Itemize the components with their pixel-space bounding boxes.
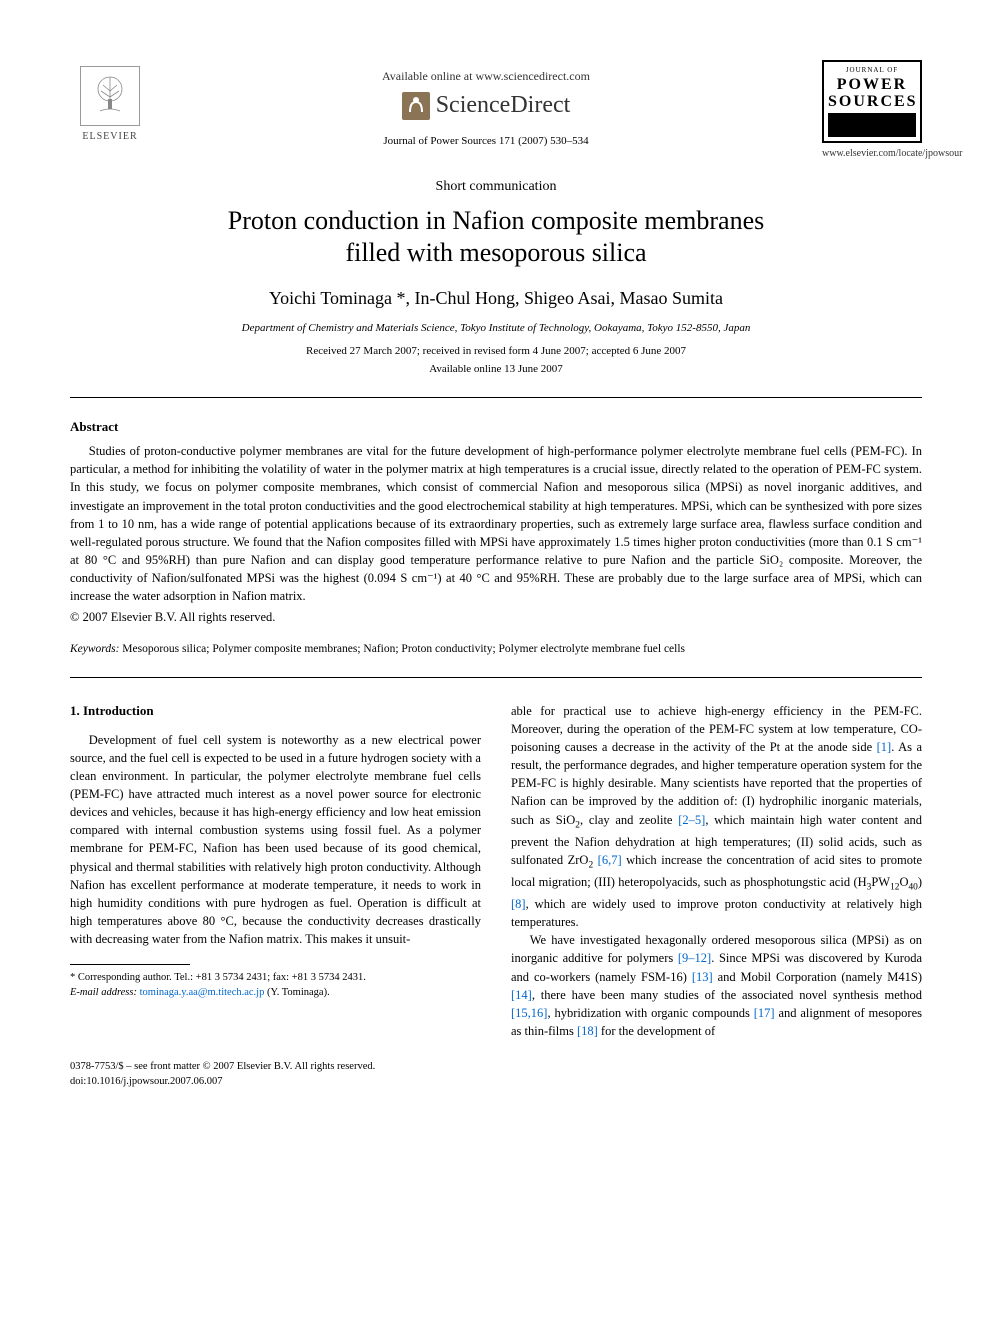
intro-para-left: Development of fuel cell system is notew… xyxy=(70,731,481,949)
affiliation: Department of Chemistry and Materials Sc… xyxy=(70,321,922,336)
journal-logo-black-bar xyxy=(828,113,916,137)
email-address[interactable]: tominaga.y.aa@m.titech.ac.jp xyxy=(140,987,265,998)
dates-received: Received 27 March 2007; received in revi… xyxy=(70,344,922,359)
keywords-text: Mesoporous silica; Polymer composite mem… xyxy=(122,643,685,655)
doi: doi:10.1016/j.jpowsour.2007.06.007 xyxy=(70,1075,922,1090)
footnote-separator xyxy=(70,964,190,965)
left-column: 1. Introduction Development of fuel cell… xyxy=(70,702,481,1040)
email-name: (Y. Tominaga). xyxy=(267,987,330,998)
email-label: E-mail address: xyxy=(70,987,137,998)
journal-logo-box: JOURNAL OF POWER SOURCES xyxy=(822,60,922,143)
sciencedirect-text: ScienceDirect xyxy=(436,89,571,123)
elsevier-tree-icon xyxy=(80,66,140,126)
bottom-matter: 0378-7753/$ – see front matter © 2007 El… xyxy=(70,1060,922,1089)
publisher-name: ELSEVIER xyxy=(82,130,137,144)
corresponding-author: * Corresponding author. Tel.: +81 3 5734… xyxy=(70,971,481,986)
divider-bottom xyxy=(70,677,922,678)
copyright: © 2007 Elsevier B.V. All rights reserved… xyxy=(70,609,922,627)
title-line1: Proton conduction in Nafion composite me… xyxy=(228,206,765,235)
sciencedirect-brand: ScienceDirect xyxy=(150,89,822,123)
divider-top xyxy=(70,397,922,398)
title-line2: filled with mesoporous silica xyxy=(345,238,646,267)
journal-logo-top: JOURNAL OF xyxy=(828,66,916,76)
available-online-text: Available online at www.sciencedirect.co… xyxy=(150,68,822,85)
section-1-heading: 1. Introduction xyxy=(70,702,481,721)
dates-available: Available online 13 June 2007 xyxy=(70,362,922,377)
keywords-label: Keywords: xyxy=(70,643,119,655)
header-row: ELSEVIER Available online at www.science… xyxy=(70,60,922,161)
journal-url: www.elsevier.com/locate/jpowsour xyxy=(822,147,922,161)
article-title: Proton conduction in Nafion composite me… xyxy=(70,205,922,270)
body-columns: 1. Introduction Development of fuel cell… xyxy=(70,702,922,1040)
right-column: able for practical use to achieve high-e… xyxy=(511,702,922,1040)
abstract-heading: Abstract xyxy=(70,418,922,436)
sciencedirect-icon xyxy=(402,92,430,120)
center-header: Available online at www.sciencedirect.co… xyxy=(150,60,822,150)
footnote: * Corresponding author. Tel.: +81 3 5734… xyxy=(70,971,481,1000)
journal-reference: Journal of Power Sources 171 (2007) 530–… xyxy=(150,134,822,149)
intro-para-right-1: able for practical use to achieve high-e… xyxy=(511,702,922,931)
front-matter: 0378-7753/$ – see front matter © 2007 El… xyxy=(70,1060,922,1075)
intro-para-right-2: We have investigated hexagonally ordered… xyxy=(511,931,922,1040)
journal-logo: JOURNAL OF POWER SOURCES www.elsevier.co… xyxy=(822,60,922,161)
authors: Yoichi Tominaga *, In-Chul Hong, Shigeo … xyxy=(70,286,922,311)
elsevier-logo: ELSEVIER xyxy=(70,60,150,150)
article-type: Short communication xyxy=(70,177,922,197)
abstract-text: Studies of proton-conductive polymer mem… xyxy=(70,442,922,605)
email-line: E-mail address: tominaga.y.aa@m.titech.a… xyxy=(70,986,481,1001)
keywords: Keywords: Mesoporous silica; Polymer com… xyxy=(70,641,922,657)
journal-logo-main1: POWER xyxy=(828,76,916,94)
journal-logo-main2: SOURCES xyxy=(828,93,916,111)
